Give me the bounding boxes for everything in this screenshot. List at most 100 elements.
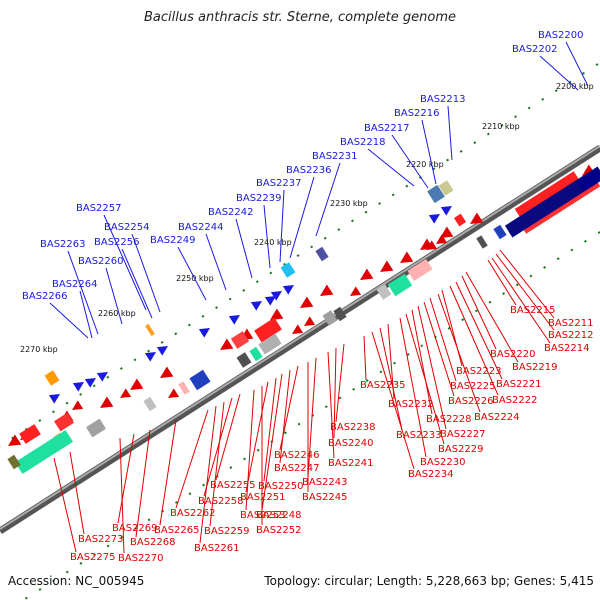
- scale-dash: [188, 492, 192, 496]
- reverse-leader-line: [495, 253, 555, 331]
- reverse-gene-label: BAS2228: [426, 414, 472, 425]
- scale-dash: [24, 596, 28, 600]
- scale-dash: [461, 318, 465, 322]
- grey-gene-block-rect: [376, 284, 392, 300]
- red-gene-block-rect: [453, 213, 467, 227]
- scale-dash: [201, 314, 205, 318]
- forward-gene-arrow: [264, 296, 276, 306]
- reverse-leader-line: [417, 305, 447, 430]
- scale-dash: [488, 300, 492, 304]
- forward-red-arrow: [8, 434, 22, 446]
- dark-gene-block: [476, 235, 488, 249]
- orange-gene-block-rect: [145, 323, 155, 337]
- forward-red-arrow: [160, 366, 174, 378]
- red-gene-block: [54, 412, 74, 432]
- reverse-leader-line: [333, 347, 337, 439]
- reverse-leader-line: [117, 433, 135, 524]
- forward-gene-arrow: [156, 346, 168, 356]
- scale-dash: [215, 306, 218, 310]
- forward-gene-label: BAS2263: [40, 239, 86, 250]
- dark-gene-block: [333, 306, 347, 322]
- reverse-leader-line: [53, 457, 77, 553]
- red-gene-block: [453, 213, 467, 227]
- reverse-gene-label: BAS2220: [490, 349, 536, 360]
- scale-dash: [541, 97, 545, 101]
- scale-dash: [93, 553, 96, 557]
- orange-gene-block-rect: [44, 370, 60, 386]
- scale-dash: [297, 422, 301, 426]
- reverse-leader-line: [263, 377, 277, 482]
- cyan-gene-block-rect: [280, 262, 296, 278]
- reverse-gene-label: BAS2270: [118, 553, 164, 564]
- reverse-gene-label: BAS2261: [194, 543, 240, 554]
- forward-gene-arrow: [96, 372, 108, 382]
- forward-gene-label: BAS2264: [52, 279, 98, 290]
- scale-dash: [283, 262, 286, 266]
- forward-leader-line: [279, 189, 285, 263]
- forward-gene-label: BAS2257: [76, 203, 122, 214]
- scale-dash: [65, 401, 69, 405]
- kbp-tick-label: 2220 kbp: [406, 160, 444, 169]
- forward-leader-line: [421, 119, 437, 185]
- reverse-leader-line: [423, 301, 455, 397]
- scale-dash: [269, 271, 273, 275]
- reverse-leader-line: [159, 419, 177, 526]
- reverse-gene-label: BAS2214: [544, 343, 590, 354]
- accession-label: Accession: NC_005945: [8, 574, 145, 588]
- forward-gene-label: BAS2242: [208, 207, 254, 218]
- reverse-leader-line: [245, 389, 255, 511]
- scale-dash: [310, 245, 314, 249]
- scale-dash: [120, 535, 124, 539]
- scale-dash: [187, 323, 191, 327]
- scale-dash: [405, 184, 409, 188]
- reverse-gene-arrow: [426, 240, 438, 250]
- forward-gene-label: BAS2239: [236, 193, 282, 204]
- scale-dash: [515, 283, 519, 287]
- purple-gene-block: [315, 246, 329, 262]
- forward-gene-arrow: [228, 315, 240, 325]
- scale-dash: [554, 89, 558, 93]
- forward-gene-arrow: [48, 394, 60, 404]
- pink-gene-block-rect: [407, 259, 433, 281]
- grey-gene-block: [258, 333, 282, 355]
- reverse-gene-label: BAS2247: [274, 463, 320, 474]
- scale-dash: [364, 210, 368, 214]
- blue-gene-block: [427, 184, 445, 204]
- reverse-leader-line: [69, 451, 85, 535]
- reverse-gene-label: BAS2235: [360, 380, 406, 391]
- scale-dash: [51, 410, 55, 414]
- reverse-gene-arrow: [72, 400, 84, 410]
- red-gene-block-rect: [230, 331, 250, 349]
- teal-gene-block: [387, 273, 413, 297]
- forward-leader-line: [391, 134, 429, 189]
- forward-leader-line: [263, 204, 271, 269]
- scale-dash: [174, 332, 178, 336]
- scale-dash: [229, 466, 233, 470]
- khaki-gene-block: [438, 180, 454, 196]
- scale-dash: [556, 257, 560, 261]
- scale-dash: [228, 297, 232, 301]
- red-gene-block: [254, 317, 282, 343]
- forward-gene-label: BAS2216: [394, 108, 440, 119]
- forward-red-arrow: [100, 396, 114, 408]
- reverse-gene-label: BAS2253: [240, 510, 286, 521]
- blue-gene-block-rect: [427, 184, 445, 204]
- reverse-leader-line: [327, 351, 335, 459]
- scale-dash: [242, 288, 246, 292]
- reverse-gene-label: BAS2234: [408, 469, 454, 480]
- reverse-gene-label: BAS2224: [474, 412, 520, 423]
- reverse-gene-label: BAS2212: [548, 330, 594, 341]
- forward-gene-arrow: [250, 301, 262, 311]
- scale-dash: [119, 367, 123, 370]
- dark-gene-block-rect: [476, 235, 488, 249]
- scale-dash: [243, 457, 246, 461]
- scale-dash: [79, 561, 83, 565]
- reverse-gene-label: BAS2232: [388, 399, 434, 410]
- grey-gene-block-rect: [258, 333, 282, 355]
- forward-gene-label: BAS2244: [178, 222, 224, 233]
- scale-dash: [474, 309, 478, 313]
- forward-leader-line: [177, 246, 207, 301]
- reverse-leader-line: [363, 335, 367, 381]
- scale-dash: [202, 483, 206, 487]
